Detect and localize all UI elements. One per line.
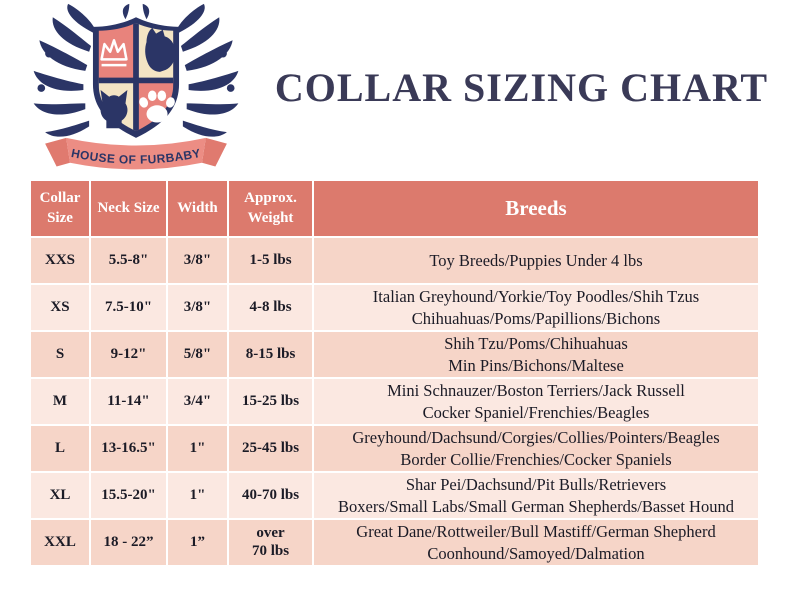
cell-neck-size: 11-14"	[91, 379, 166, 424]
house-of-furbaby-logo: HOUSE OF FURBABY	[26, 2, 246, 178]
ribbon-banner-text: HOUSE OF FURBABY	[70, 146, 202, 167]
cell-neck-size: 5.5-8"	[91, 238, 166, 283]
cell-width: 3/8"	[168, 285, 227, 330]
cell-collar-size: M	[31, 379, 89, 424]
cell-breeds: Toy Breeds/Puppies Under 4 lbs	[314, 238, 758, 283]
cell-width: 1"	[168, 473, 227, 518]
cell-weight: 4-8 lbs	[229, 285, 312, 330]
cell-neck-size: 7.5-10"	[91, 285, 166, 330]
dog-icon	[145, 27, 176, 72]
ribbon-banner: HOUSE OF FURBABY	[45, 137, 227, 170]
cell-weight: 1-5 lbs	[229, 238, 312, 283]
header-breeds: Breeds	[314, 181, 758, 236]
cell-weight: 25-45 lbs	[229, 426, 312, 471]
cell-collar-size: XXS	[31, 238, 89, 283]
table-row: XXL 18 - 22” 1” over 70 lbs Great Dane/R…	[31, 520, 758, 565]
cell-width: 1"	[168, 426, 227, 471]
cell-breeds: Greyhound/Dachsund/Corgies/Collies/Point…	[314, 426, 758, 471]
svg-text:HOUSE OF FURBABY: HOUSE OF FURBABY	[70, 146, 202, 167]
header-width: Width	[168, 181, 227, 236]
paw-icon	[139, 90, 175, 123]
table-header-row: Collar Size Neck Size Width Approx. Weig…	[31, 181, 758, 236]
cell-width: 3/4"	[168, 379, 227, 424]
table-row: XXS 5.5-8" 3/8" 1-5 lbs Toy Breeds/Puppi…	[31, 238, 758, 283]
cell-neck-size: 9-12"	[91, 332, 166, 377]
cell-neck-size: 13-16.5"	[91, 426, 166, 471]
cell-weight: 15-25 lbs	[229, 379, 312, 424]
cell-collar-size: S	[31, 332, 89, 377]
flourish-ornament-right	[177, 3, 239, 137]
cell-collar-size: XL	[31, 473, 89, 518]
cell-width: 1”	[168, 520, 227, 565]
cell-weight: over 70 lbs	[229, 520, 312, 565]
cell-width: 3/8"	[168, 238, 227, 283]
cell-neck-size: 15.5-20"	[91, 473, 166, 518]
header-neck-size: Neck Size	[91, 181, 166, 236]
table-row: XS 7.5-10" 3/8" 4-8 lbs Italian Greyhoun…	[31, 285, 758, 330]
cell-breeds: Shih Tzu/Poms/Chihuahuas Min Pins/Bichon…	[314, 332, 758, 377]
cell-weight: 40-70 lbs	[229, 473, 312, 518]
table-row: S 9-12" 5/8" 8-15 lbs Shih Tzu/Poms/Chih…	[31, 332, 758, 377]
cell-collar-size: XXL	[31, 520, 89, 565]
cell-neck-size: 18 - 22”	[91, 520, 166, 565]
flourish-ornament-top	[122, 3, 150, 20]
cell-collar-size: L	[31, 426, 89, 471]
cell-breeds: Mini Schnauzer/Boston Terriers/Jack Russ…	[314, 379, 758, 424]
cell-width: 5/8"	[168, 332, 227, 377]
collar-sizing-table: Collar Size Neck Size Width Approx. Weig…	[29, 179, 760, 567]
cell-breeds: Italian Greyhound/Yorkie/Toy Poodles/Shi…	[314, 285, 758, 330]
page-title: COLLAR SIZING CHART	[274, 65, 769, 110]
cell-collar-size: XS	[31, 285, 89, 330]
crest-shield	[92, 17, 180, 138]
flourish-ornament-left	[33, 3, 95, 137]
table-row: M 11-14" 3/4" 15-25 lbs Mini Schnauzer/B…	[31, 379, 758, 424]
sizing-table-body: XXS 5.5-8" 3/8" 1-5 lbs Toy Breeds/Puppi…	[31, 238, 758, 565]
header-approx-weight: Approx. Weight	[229, 181, 312, 236]
cell-breeds: Shar Pei/Dachsund/Pit Bulls/Retrievers B…	[314, 473, 758, 518]
table-row: XL 15.5-20" 1" 40-70 lbs Shar Pei/Dachsu…	[31, 473, 758, 518]
cell-breeds: Great Dane/Rottweiler/Bull Mastiff/Germa…	[314, 520, 758, 565]
cat-icon	[100, 90, 128, 129]
header-collar-size: Collar Size	[31, 181, 89, 236]
table-row: L 13-16.5" 1" 25-45 lbs Greyhound/Dachsu…	[31, 426, 758, 471]
crown-icon	[100, 39, 128, 67]
cell-weight: 8-15 lbs	[229, 332, 312, 377]
